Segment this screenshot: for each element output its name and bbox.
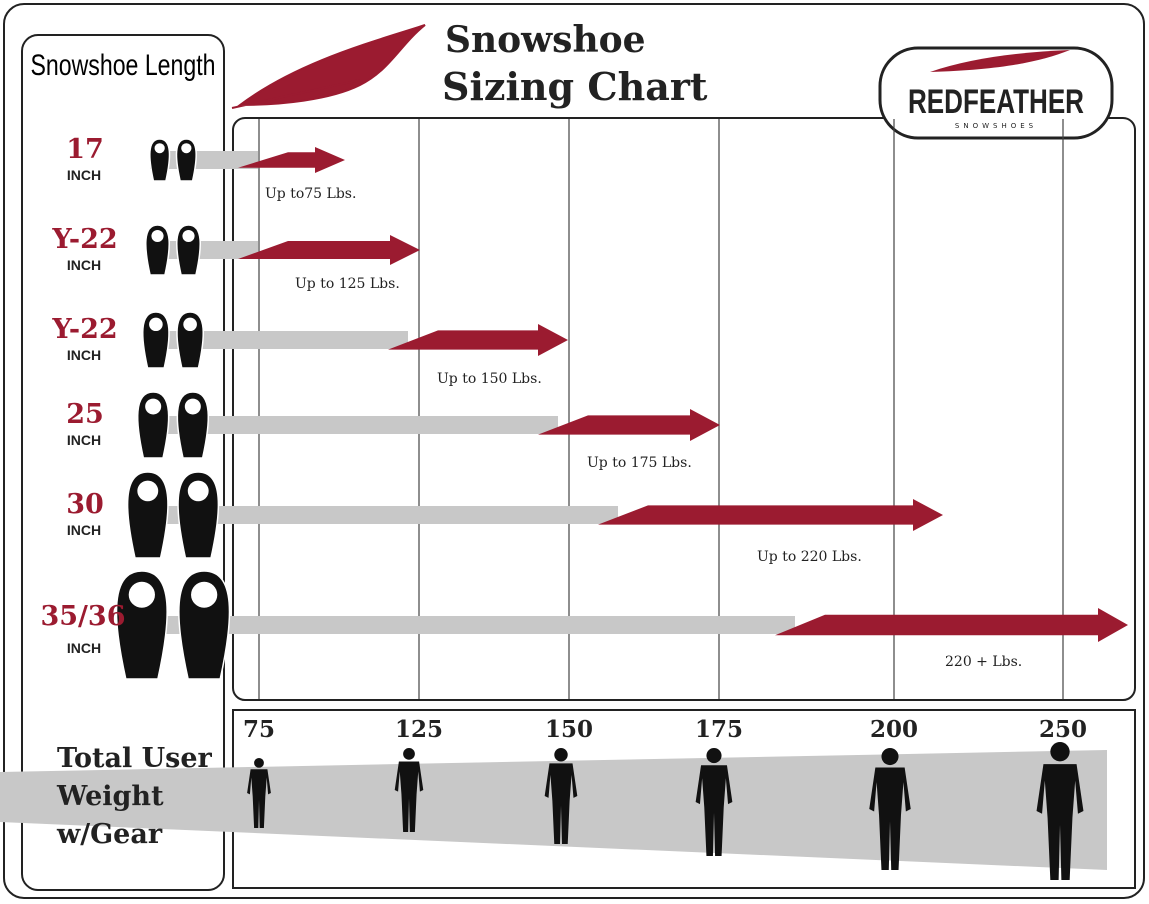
binding — [181, 143, 191, 153]
weight-label: 200 — [870, 716, 918, 743]
binding — [182, 230, 194, 242]
binding — [137, 481, 158, 502]
head — [554, 748, 567, 761]
binding — [191, 582, 217, 608]
unit-label: INCH — [67, 257, 101, 273]
unit-label: INCH — [67, 640, 101, 656]
size-label: Y-22 — [51, 314, 117, 345]
weight-limit-label: Up to 220 Lbs. — [757, 549, 862, 565]
weight-heading: w/Gear — [56, 819, 163, 850]
logo-text: REDFEATHER — [908, 83, 1084, 121]
binding — [155, 143, 165, 153]
title-line-2: Sizing Chart — [442, 64, 708, 109]
head — [403, 748, 415, 760]
binding — [183, 318, 197, 331]
weight-limit-label: Up to 150 Lbs. — [437, 371, 542, 387]
weight-label: 150 — [545, 716, 593, 743]
gray-bar — [150, 416, 558, 434]
weight-label: 75 — [243, 716, 275, 743]
gray-bar — [150, 506, 618, 524]
size-label: 17 — [66, 134, 104, 165]
head — [881, 748, 898, 765]
title-line-1: Snowshoe — [445, 19, 646, 61]
head — [706, 748, 721, 763]
weight-heading: Weight — [56, 781, 164, 812]
binding — [149, 318, 163, 331]
weight-limit-label: Up to 175 Lbs. — [587, 455, 692, 471]
binding — [151, 230, 163, 242]
size-label: 30 — [66, 489, 104, 520]
weight-limit-label: Up to75 Lbs. — [265, 186, 356, 202]
sizing-chart: Snowshoe Length Snowshoe Sizing Chart RE… — [0, 0, 1149, 904]
binding — [185, 399, 201, 415]
size-label: 35/36 — [40, 601, 125, 632]
head — [254, 758, 264, 768]
weight-heading: Total User — [57, 743, 213, 774]
gray-bar — [150, 616, 795, 634]
weight-label: 125 — [395, 716, 443, 743]
binding — [129, 582, 155, 608]
left-heading: Snowshoe Length — [31, 49, 216, 82]
weight-limit-label: 220 + Lbs. — [945, 654, 1022, 670]
size-label: 25 — [66, 399, 104, 430]
unit-label: INCH — [67, 167, 101, 183]
weight-label: 250 — [1039, 716, 1087, 743]
unit-label: INCH — [67, 432, 101, 448]
binding — [188, 481, 209, 502]
unit-label: INCH — [67, 522, 101, 538]
binding — [145, 399, 161, 415]
size-label: Y-22 — [51, 224, 117, 255]
head — [1050, 742, 1069, 761]
weight-limit-label: Up to 125 Lbs. — [295, 276, 400, 292]
unit-label: INCH — [67, 347, 101, 363]
weight-label: 175 — [695, 716, 743, 743]
logo-subtext: SNOWSHOES — [955, 122, 1037, 130]
